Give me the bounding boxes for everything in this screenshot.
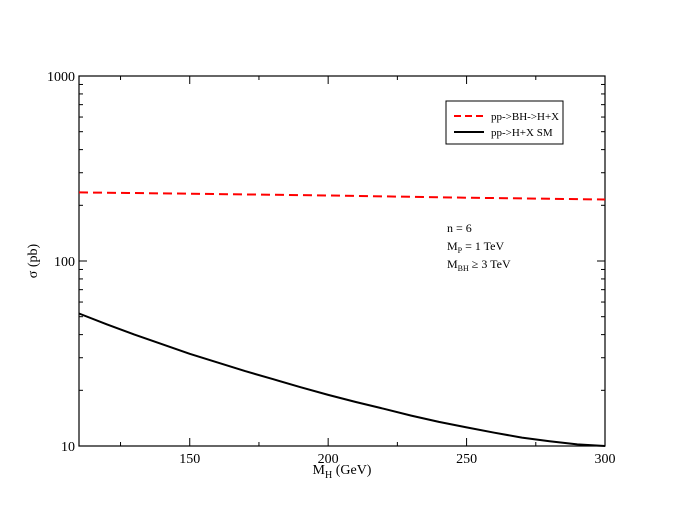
- annotation-line-1: n = 6: [447, 221, 472, 235]
- legend: pp->BH->H+X pp->H+X SM: [445, 100, 564, 145]
- annotation-line-3: MBH ≥ 3 TeV: [447, 257, 511, 273]
- tick-labels: 150 200 250 300 10 100 1000: [47, 70, 616, 467]
- series-line-1: [78, 191, 606, 201]
- parameter-annotation: n = 6 MP = 1 TeV MBH ≥ 3 TeV: [447, 221, 511, 273]
- series-line-2: [78, 312, 606, 447]
- y-tick-label: 100: [54, 255, 75, 270]
- legend-label-1: pp->BH->H+X: [491, 111, 559, 123]
- annotation-line-2: MP = 1 TeV: [447, 239, 504, 255]
- x-tick-label: 250: [456, 452, 477, 467]
- x-tick-label: 200: [318, 452, 339, 467]
- x-axis-label: MH (GeV): [313, 463, 372, 481]
- legend-label-2: pp->H+X SM: [491, 127, 553, 139]
- y-tick-label: 1000: [47, 70, 75, 85]
- x-tick-label: 150: [179, 452, 200, 467]
- y-axis-label: σ (pb): [26, 243, 41, 278]
- series-layer: [78, 191, 606, 447]
- y-tick-label: 10: [61, 440, 75, 455]
- legend-box: [445, 100, 564, 145]
- x-tick-label: 300: [595, 452, 616, 467]
